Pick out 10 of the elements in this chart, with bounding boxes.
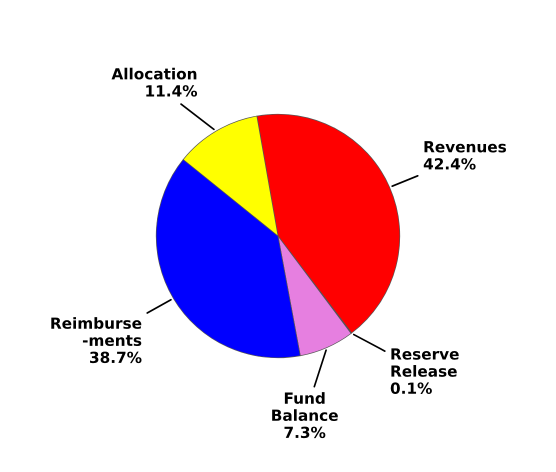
slice-label: Allocation [112,68,196,80]
slice-label: Reimburse -ments [51,317,142,346]
data-label: 0.1% [390,382,432,394]
data-label: 11.4% [146,85,198,97]
data-label: 42.4% [424,158,476,170]
slice-label: Fund Balance [272,392,338,422]
data-label: 7.3% [284,426,326,438]
data-label: 38.7% [90,352,142,364]
slice-label: Revenues [424,141,506,153]
slice-label: Reserve Release [391,348,459,377]
